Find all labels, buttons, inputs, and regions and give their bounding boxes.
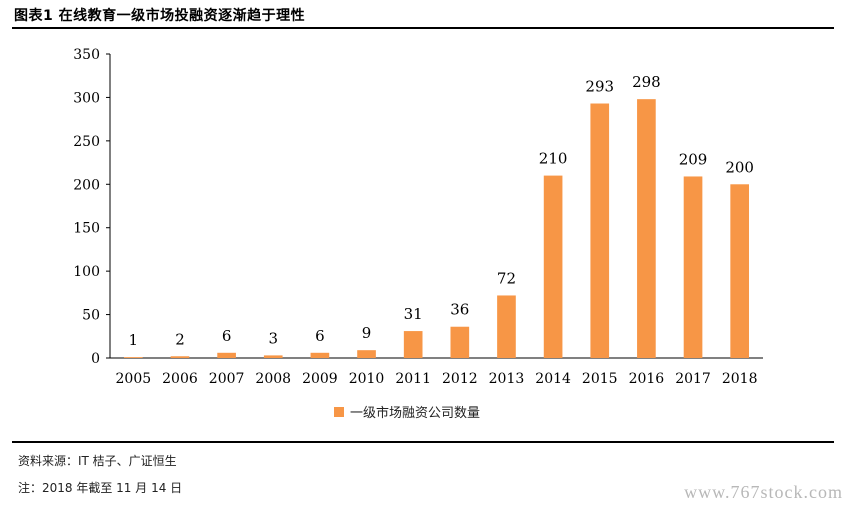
data-label: 2 <box>175 330 185 348</box>
chart-legend: 一级市场融资公司数量 <box>334 402 480 421</box>
y-tick-label: 0 <box>91 351 100 367</box>
y-tick-label: 200 <box>73 177 100 193</box>
x-tick-label: 2015 <box>582 371 618 387</box>
bar <box>683 176 703 358</box>
data-label: 36 <box>450 301 469 319</box>
x-tick-label: 2017 <box>675 371 711 387</box>
source-note: 资料来源：IT 桔子、广证恒生 <box>18 454 177 468</box>
watermark-text: www.767stock.com <box>684 482 843 502</box>
legend-label: 一级市场融资公司数量 <box>350 406 481 421</box>
figure-title: 图表1 在线教育一级市场投融资逐渐趋于理性 <box>14 8 306 24</box>
date-note: 注：2018 年截至 11 月 14 日 <box>18 481 183 495</box>
x-tick-label: 2006 <box>162 371 198 387</box>
bar <box>123 357 143 358</box>
data-label: 210 <box>539 150 568 168</box>
data-label: 1 <box>129 331 139 349</box>
x-tick-label: 2008 <box>255 371 291 387</box>
data-label: 31 <box>404 305 423 323</box>
top-rule <box>12 27 834 29</box>
bar <box>730 184 750 358</box>
data-label: 293 <box>585 78 614 96</box>
x-tick-label: 2005 <box>116 371 152 387</box>
bar <box>637 99 656 358</box>
bar <box>217 352 236 358</box>
legend-swatch <box>334 406 344 417</box>
x-tick-label: 2009 <box>302 371 338 387</box>
data-label: 200 <box>725 158 754 176</box>
data-label: 6 <box>222 327 232 345</box>
bar <box>450 326 470 358</box>
y-tick-label: 50 <box>82 308 100 324</box>
data-label: 209 <box>679 150 708 168</box>
bar <box>310 352 330 358</box>
y-tick-label: 250 <box>73 134 100 150</box>
bottom-rule <box>12 441 834 443</box>
data-label: 72 <box>497 269 516 287</box>
y-tick-label: 350 <box>73 47 100 63</box>
x-tick-label: 2016 <box>629 371 665 387</box>
bar <box>170 356 190 358</box>
bar <box>403 331 423 358</box>
bar-chart: 0501001502002503003501200522006620073200… <box>73 47 763 387</box>
y-tick-label: 300 <box>73 90 100 106</box>
x-tick-label: 2010 <box>349 371 385 387</box>
x-tick-label: 2018 <box>722 371 758 387</box>
data-label: 298 <box>632 73 661 91</box>
bar <box>543 175 563 358</box>
x-tick-label: 2014 <box>535 371 571 387</box>
data-label: 9 <box>362 324 372 342</box>
x-tick-label: 2007 <box>209 371 245 387</box>
bar <box>357 350 376 358</box>
x-tick-label: 2013 <box>489 371 525 387</box>
y-tick-label: 100 <box>73 264 100 280</box>
bar <box>497 295 516 358</box>
bar <box>263 355 283 358</box>
x-tick-label: 2012 <box>442 371 478 387</box>
bar <box>590 103 610 358</box>
data-label: 6 <box>315 327 325 345</box>
y-tick-label: 150 <box>73 221 100 237</box>
x-tick-label: 2011 <box>395 371 431 387</box>
data-label: 3 <box>268 329 278 347</box>
